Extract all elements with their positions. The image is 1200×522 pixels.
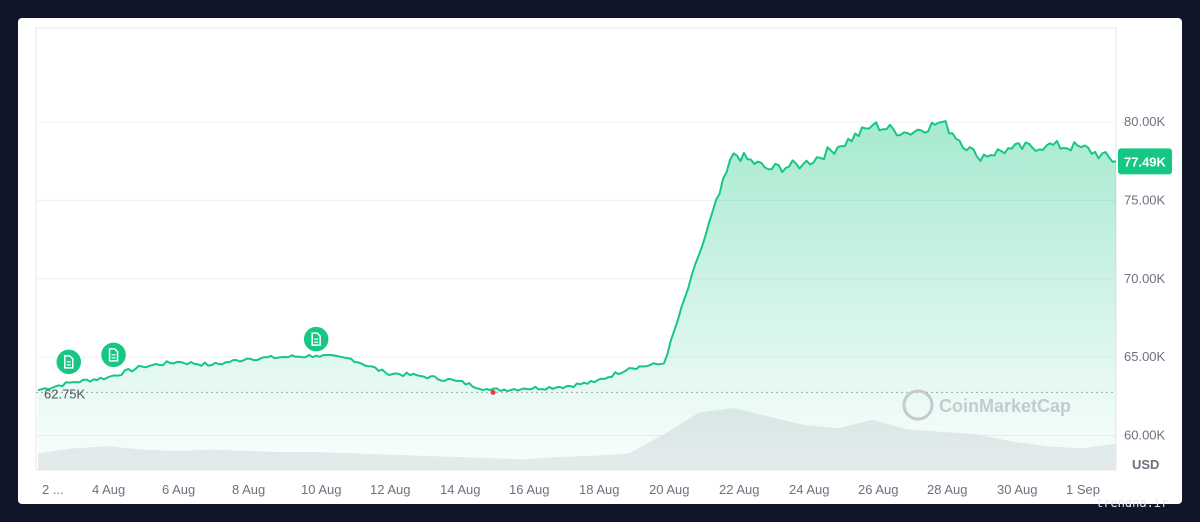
x-tick-label: 10 Aug <box>301 482 342 497</box>
credit-text: trendna.ir <box>1096 496 1169 510</box>
min-price-label: 62.75K <box>44 386 86 401</box>
x-tick-label: 14 Aug <box>440 482 481 497</box>
news-marker[interactable] <box>55 348 83 376</box>
x-tick-label: 30 Aug <box>997 482 1038 497</box>
x-tick-label: 8 Aug <box>232 482 265 497</box>
watermark: CoinMarketCap <box>902 389 1071 421</box>
price-line <box>37 120 1117 393</box>
x-tick-label: 2 ... <box>42 482 64 497</box>
watermark-text: CoinMarketCap <box>939 396 1071 416</box>
chart-panel: 62.75K CoinMarketCap 60.00K 65.00K 70.00K 7… <box>18 18 1182 504</box>
x-tick-label: 22 Aug <box>719 482 760 497</box>
y-unit-label: USD <box>1132 457 1159 472</box>
x-tick-label: 6 Aug <box>162 482 195 497</box>
y-tick-label: 80.00K <box>1124 114 1166 129</box>
document-icon <box>311 332 321 346</box>
x-tick-label: 20 Aug <box>649 482 690 497</box>
x-tick-label: 12 Aug <box>370 482 411 497</box>
news-marker[interactable] <box>302 325 330 353</box>
x-tick-label: 28 Aug <box>927 482 968 497</box>
y-tick-label: 75.00K <box>1124 192 1166 207</box>
y-tick-label: 60.00K <box>1124 428 1166 443</box>
x-tick-label: 18 Aug <box>579 482 620 497</box>
document-icon <box>64 355 74 369</box>
x-tick-label: 16 Aug <box>509 482 550 497</box>
last-price-badge <box>1118 148 1172 175</box>
y-tick-label: 65.00K <box>1124 349 1166 364</box>
y-tick-label: 70.00K <box>1124 271 1166 286</box>
last-price-label: 77.49K <box>1124 154 1167 169</box>
price-chart: 62.75K CoinMarketCap 60.00K 65.00K 70.00K 7… <box>35 27 1172 497</box>
x-tick-label: 26 Aug <box>858 482 899 497</box>
document-icon <box>108 348 119 362</box>
price-area-fill <box>38 121 1116 470</box>
news-marker[interactable] <box>99 341 128 369</box>
x-tick-label: 24 Aug <box>789 482 830 497</box>
x-tick-label: 4 Aug <box>92 482 125 497</box>
x-tick-label: 1 Sep <box>1066 482 1100 497</box>
min-price-dot <box>490 389 496 395</box>
coinmarketcap-logo-icon <box>902 389 934 421</box>
